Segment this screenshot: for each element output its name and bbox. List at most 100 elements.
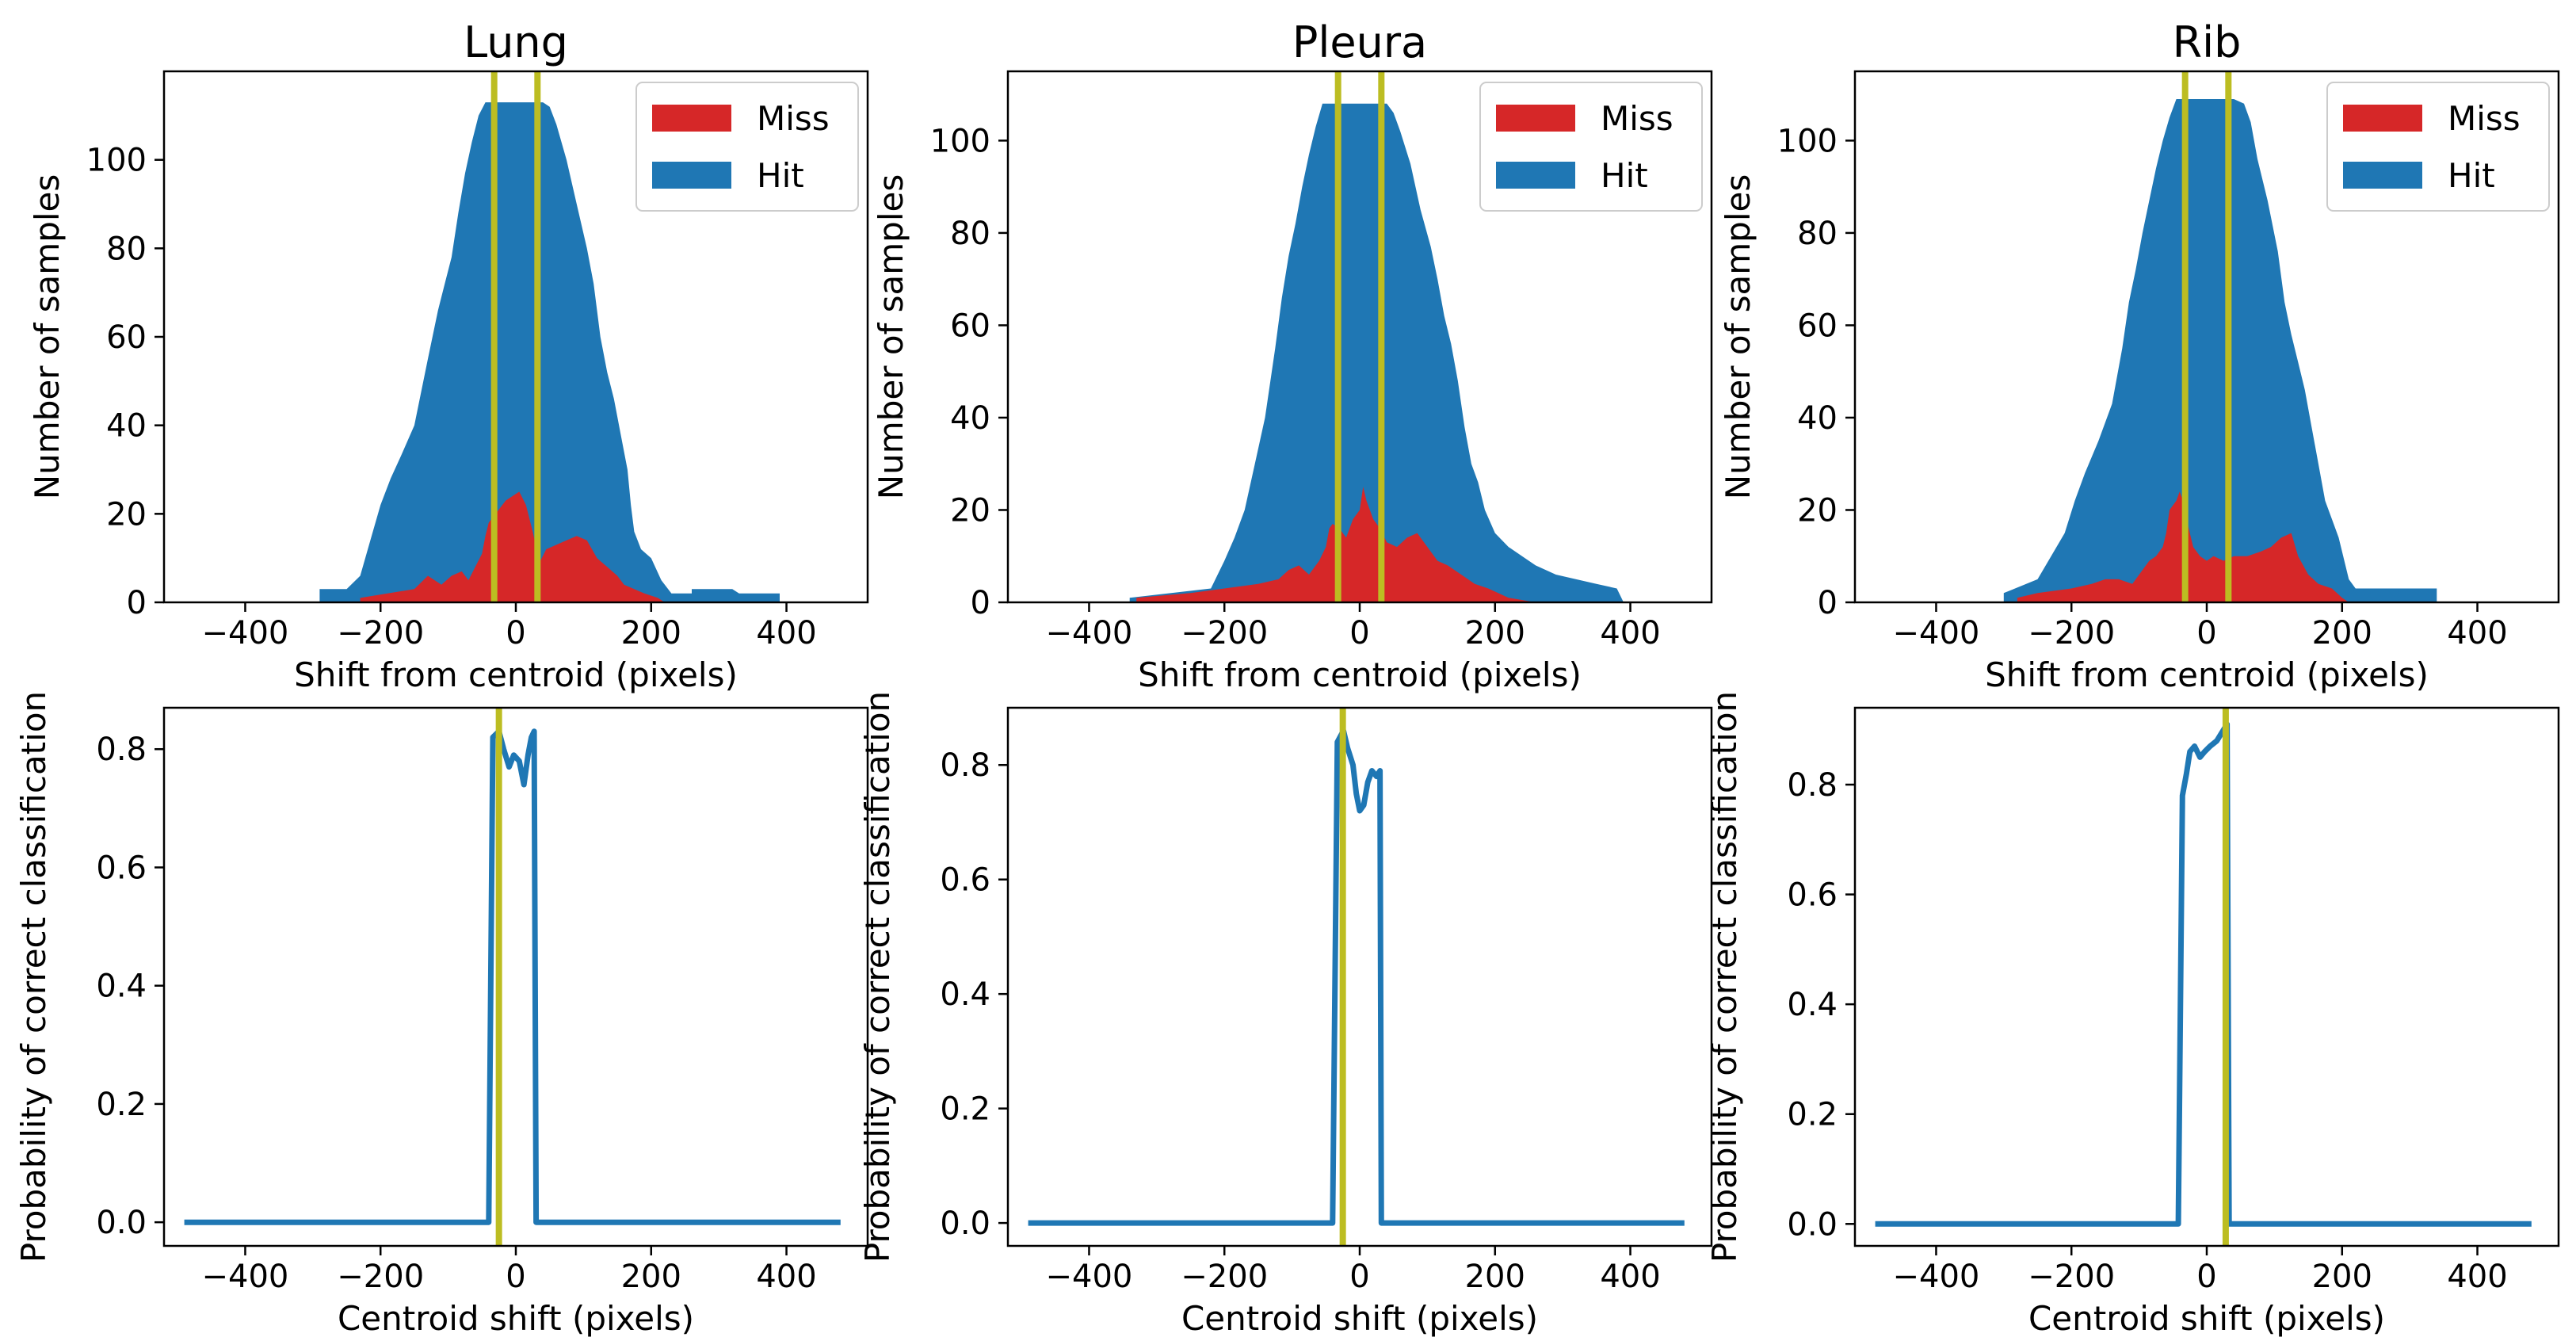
x-tick-label: 0 bbox=[1349, 1259, 1369, 1295]
x-tick-label: −400 bbox=[1893, 615, 1980, 651]
y-tick-label: 80 bbox=[106, 231, 147, 267]
y-tick-label: 0.0 bbox=[940, 1205, 990, 1242]
x-tick-label: −400 bbox=[1046, 615, 1133, 651]
x-axis-label: Centroid shift (pixels) bbox=[1181, 1299, 1538, 1338]
legend-label-miss: Miss bbox=[1601, 99, 1673, 138]
x-tick-label: −200 bbox=[1181, 1259, 1268, 1295]
y-tick-label: 20 bbox=[950, 492, 990, 529]
y-tick-label: 0.8 bbox=[96, 732, 147, 768]
y-tick-label: 0 bbox=[127, 585, 147, 621]
y-tick-label: 100 bbox=[86, 143, 147, 179]
x-axis-label: Centroid shift (pixels) bbox=[2028, 1299, 2385, 1338]
panel-4: −400 −200 0 200 400 0.0 0.2 0.4 0.6 0.8 Centroid s… bbox=[858, 691, 1713, 1338]
y-tick-label: 60 bbox=[106, 319, 147, 356]
plot-area bbox=[2003, 71, 2437, 602]
legend-label-miss: Miss bbox=[757, 99, 830, 138]
series-area-miss bbox=[360, 491, 665, 602]
plot-area bbox=[184, 708, 841, 1246]
x-tick-label: 0 bbox=[1349, 615, 1369, 651]
y-tick-label: 0 bbox=[1818, 585, 1838, 621]
x-axis-label: Shift from centroid (pixels) bbox=[1138, 655, 1582, 694]
y-tick-label: 0.2 bbox=[940, 1091, 990, 1128]
x-tick-label: −200 bbox=[337, 615, 424, 651]
panel-3: −400 −200 0 200 400 0.0 0.2 0.4 0.6 0.8 Centroid s… bbox=[14, 691, 869, 1338]
legend-swatch-miss bbox=[652, 105, 731, 132]
x-tick-label: 200 bbox=[1465, 1259, 1525, 1295]
x-tick-label: 400 bbox=[2447, 1259, 2507, 1295]
legend-label-hit: Hit bbox=[2448, 156, 2495, 195]
legend-swatch-hit bbox=[2343, 162, 2422, 189]
axes-frame bbox=[162, 706, 869, 1247]
plot-area bbox=[319, 71, 780, 602]
y-tick-label: 0.8 bbox=[940, 747, 990, 784]
y-tick-label: 0.0 bbox=[96, 1205, 147, 1241]
y-tick-label: 20 bbox=[106, 496, 147, 533]
panel-5: −400 −200 0 200 400 0.0 0.2 0.4 0.6 0.8 Centroid s… bbox=[1705, 691, 2560, 1338]
y-tick-label: 0.6 bbox=[1787, 877, 1838, 914]
x-tick-label: 400 bbox=[756, 1259, 816, 1295]
y-tick-label: 80 bbox=[1797, 216, 1838, 252]
probability-line bbox=[1028, 728, 1685, 1226]
x-tick-label: 200 bbox=[1465, 615, 1525, 651]
x-tick-label: 400 bbox=[1600, 1259, 1660, 1295]
series-area-hit bbox=[319, 102, 780, 602]
legend-swatch-miss bbox=[2343, 105, 2422, 132]
x-tick-label: 0 bbox=[506, 615, 525, 651]
y-tick-label: 0.6 bbox=[940, 862, 990, 899]
y-tick-label: 0.2 bbox=[1787, 1097, 1838, 1133]
x-tick-label: 200 bbox=[621, 1259, 681, 1295]
x-tick-label: −400 bbox=[1046, 1259, 1133, 1295]
x-tick-label: −400 bbox=[1893, 1259, 1980, 1295]
series-area-hit bbox=[1129, 103, 1624, 602]
plot-area bbox=[1028, 708, 1685, 1246]
legend-label-hit: Hit bbox=[1601, 156, 1648, 195]
x-tick-label: 0 bbox=[506, 1259, 525, 1295]
y-tick-label: 40 bbox=[1797, 400, 1838, 437]
x-axis-label: Shift from centroid (pixels) bbox=[1985, 655, 2429, 694]
x-axis-label: Centroid shift (pixels) bbox=[338, 1299, 694, 1338]
y-tick-label: 40 bbox=[950, 400, 990, 437]
axes-frame bbox=[1006, 706, 1713, 1247]
y-axis-label: Number of samples bbox=[28, 174, 67, 499]
panel-1: −400 −200 0 200 400 0 20 40 60 80 100 Shift from ce… bbox=[872, 17, 1713, 694]
y-axis-label: Probability of correct classification bbox=[14, 691, 53, 1263]
x-tick-label: −200 bbox=[337, 1259, 424, 1295]
y-tick-label: 60 bbox=[950, 308, 990, 344]
legend-label-hit: Hit bbox=[757, 156, 804, 195]
y-tick-label: 0.0 bbox=[1787, 1206, 1838, 1243]
y-tick-label: 100 bbox=[930, 123, 990, 159]
x-tick-label: 200 bbox=[2312, 615, 2372, 651]
x-tick-label: 0 bbox=[2196, 1259, 2216, 1295]
x-tick-label: −200 bbox=[2028, 615, 2115, 651]
x-tick-label: 400 bbox=[2447, 615, 2507, 651]
chart-title: Rib bbox=[2173, 17, 2242, 67]
legend: Miss Hit bbox=[1479, 82, 1703, 212]
x-tick-label: 0 bbox=[2196, 615, 2216, 651]
y-axis-label: Number of samples bbox=[1719, 174, 1757, 499]
legend-swatch-hit bbox=[652, 162, 731, 189]
y-tick-label: 20 bbox=[1797, 492, 1838, 529]
legend: Miss Hit bbox=[635, 82, 859, 212]
x-tick-label: −400 bbox=[202, 615, 289, 651]
panel-2: −400 −200 0 200 400 0 20 40 60 80 100 Shift from ce… bbox=[1719, 17, 2560, 694]
y-tick-label: 60 bbox=[1797, 308, 1838, 344]
chart-title: Lung bbox=[464, 17, 568, 67]
x-tick-label: −200 bbox=[1181, 615, 1268, 651]
y-tick-label: 100 bbox=[1777, 123, 1838, 159]
axes-frame bbox=[1853, 706, 2560, 1247]
y-tick-label: 0.4 bbox=[1787, 987, 1838, 1023]
panel-0: −400 −200 0 200 400 0 20 40 60 80 100 Shift from ce… bbox=[28, 17, 869, 694]
series-area-hit bbox=[2003, 99, 2437, 602]
y-tick-label: 0.4 bbox=[940, 976, 990, 1013]
legend: Miss Hit bbox=[2326, 82, 2550, 212]
x-tick-label: 400 bbox=[1600, 615, 1660, 651]
y-tick-label: 0.8 bbox=[1787, 767, 1838, 804]
x-tick-label: 200 bbox=[2312, 1259, 2372, 1295]
y-tick-label: 40 bbox=[106, 408, 147, 445]
y-axis-label: Number of samples bbox=[872, 174, 910, 499]
legend-label-miss: Miss bbox=[2448, 99, 2521, 138]
probability-line bbox=[184, 728, 841, 1225]
y-axis-label: Probability of correct classification bbox=[1705, 691, 1744, 1263]
y-tick-label: 0.2 bbox=[96, 1087, 147, 1123]
